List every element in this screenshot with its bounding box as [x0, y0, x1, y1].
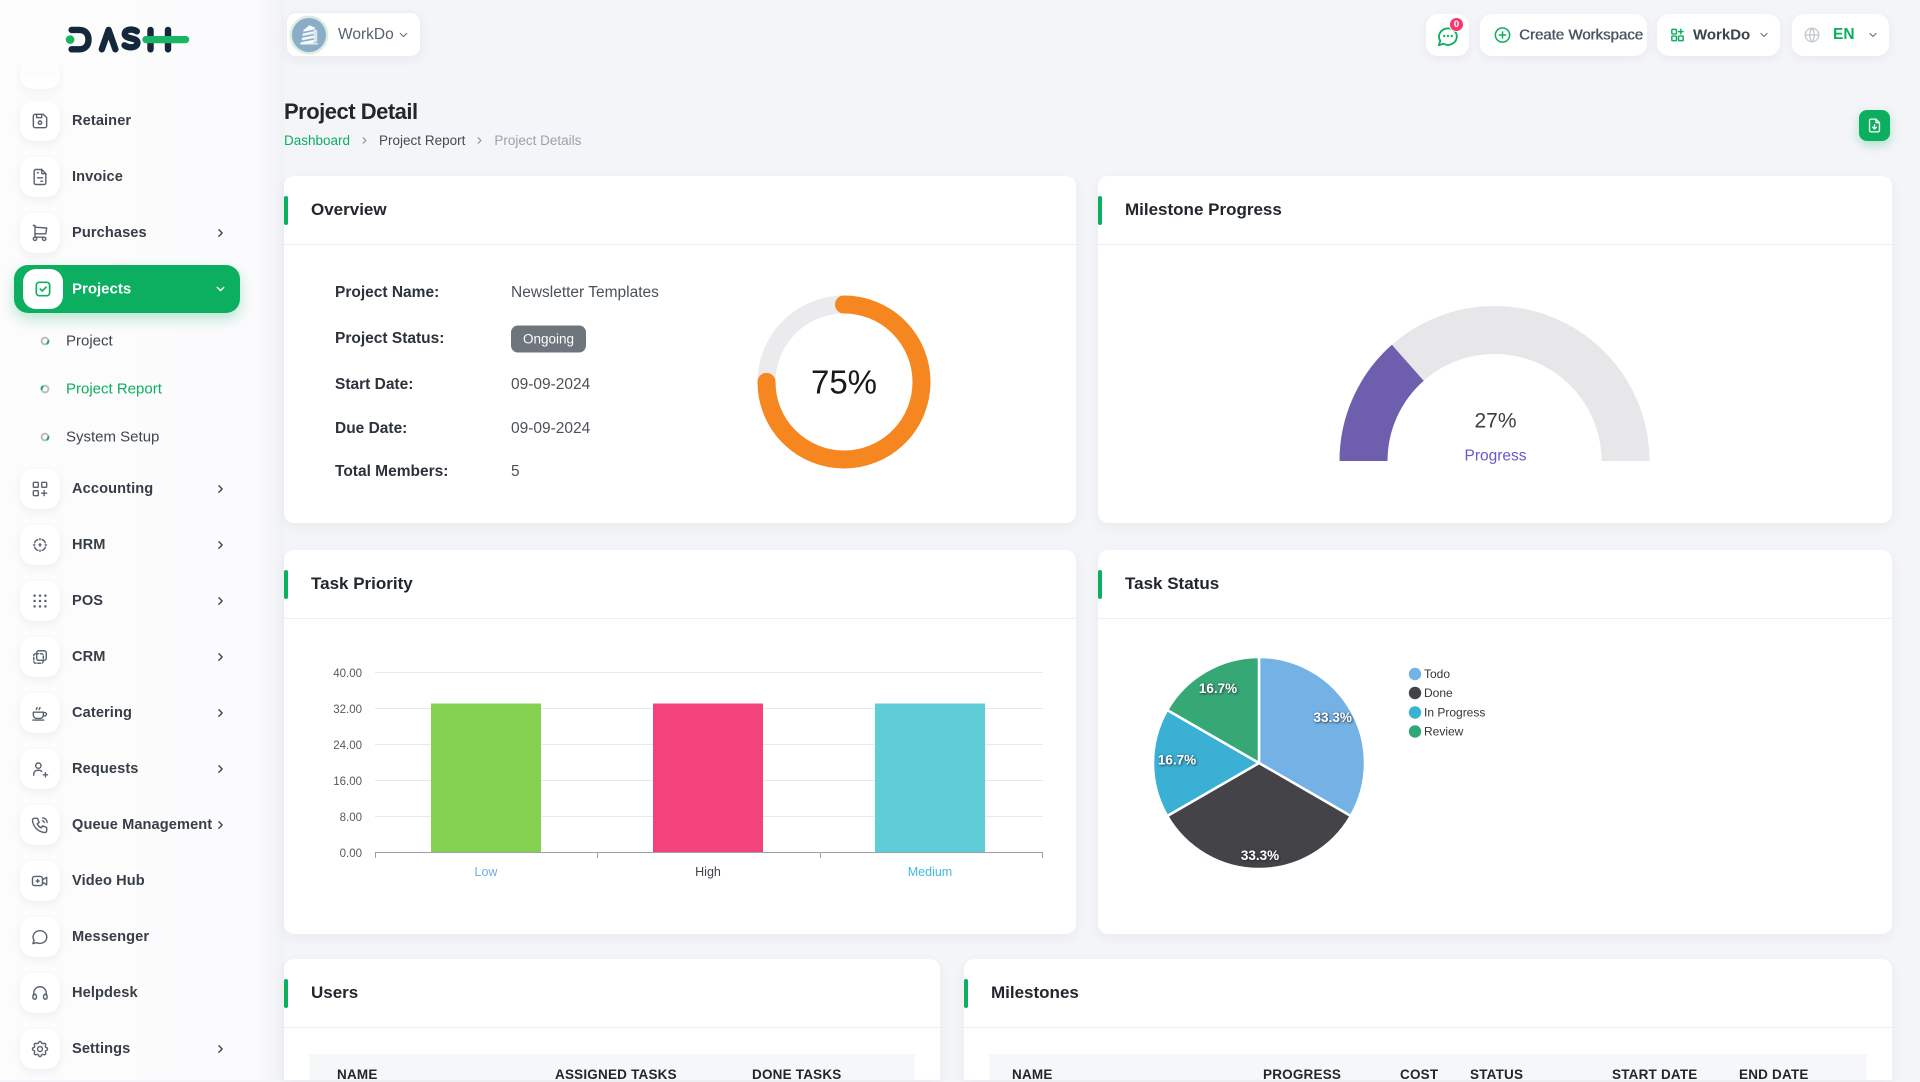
svg-text:33.3%: 33.3%	[1241, 848, 1279, 863]
svg-text:16.00: 16.00	[333, 776, 362, 788]
svg-text:Done: Done	[1424, 686, 1453, 700]
svg-text:16.7%: 16.7%	[1199, 681, 1237, 696]
svg-text:33.3%: 33.3%	[1314, 710, 1352, 725]
svg-text:Low: Low	[475, 865, 499, 879]
svg-text:0.00: 0.00	[340, 848, 362, 860]
svg-text:40.00: 40.00	[333, 668, 362, 680]
svg-text:Progress: Progress	[1464, 448, 1526, 465]
svg-text:16.7%: 16.7%	[1158, 753, 1196, 768]
svg-text:32.00: 32.00	[333, 704, 362, 716]
svg-text:8.00: 8.00	[340, 812, 362, 824]
svg-text:27%: 27%	[1474, 410, 1516, 433]
svg-text:High: High	[695, 865, 721, 879]
svg-text:In Progress: In Progress	[1424, 706, 1485, 720]
svg-text:Todo: Todo	[1424, 667, 1450, 681]
svg-text:75%: 75%	[811, 364, 877, 401]
svg-text:Medium: Medium	[908, 865, 952, 879]
svg-text:24.00: 24.00	[333, 740, 362, 752]
svg-text:Review: Review	[1424, 725, 1464, 739]
